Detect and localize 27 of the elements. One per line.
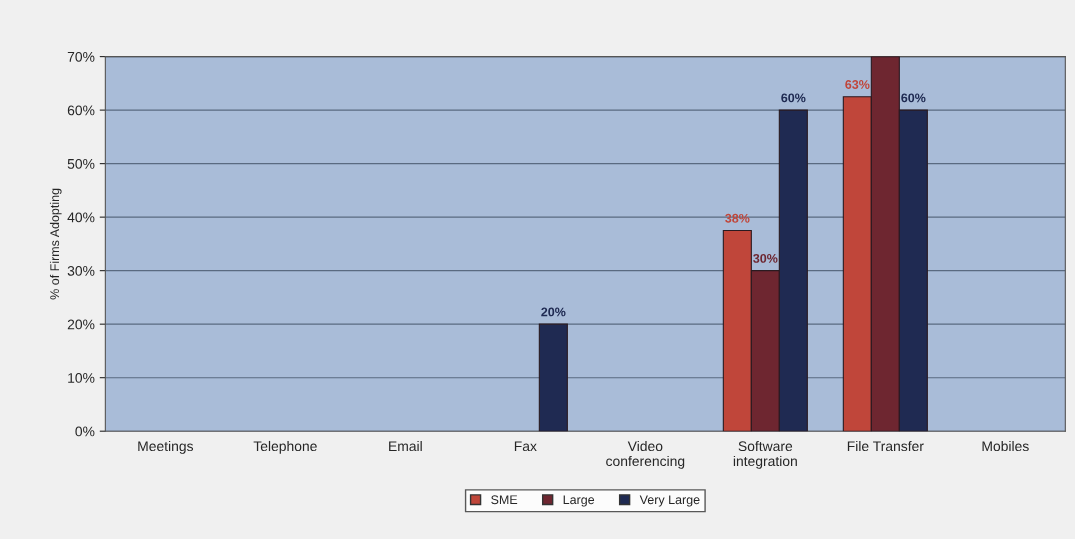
data-label: 63% xyxy=(845,80,870,89)
y-tick-label: 10% xyxy=(68,373,95,383)
data-label: 30% xyxy=(753,253,778,263)
x-tick-label: Fax xyxy=(514,441,537,452)
y-tick-label: 60% xyxy=(67,105,95,116)
data-label: 60% xyxy=(781,93,806,103)
bar xyxy=(538,323,568,432)
y-tick-label: 0% xyxy=(75,426,95,437)
y-tick-label: 40% xyxy=(67,212,95,223)
legend-label: Large xyxy=(563,495,595,507)
y-tick-label: 50% xyxy=(67,158,95,169)
x-tick-label: Meetings xyxy=(138,440,194,454)
x-tick-label: Video conferencing xyxy=(606,440,685,469)
y-tick-label: 70% xyxy=(67,51,95,62)
data-label: 20% xyxy=(541,307,566,317)
y-axis-title: % of Firms Adopting xyxy=(49,188,62,300)
legend-label: Very Large xyxy=(639,495,700,507)
x-tick-label: Telephone xyxy=(253,440,317,454)
x-tick-label: File Transfer xyxy=(847,440,924,452)
x-tick-label: Software integration xyxy=(733,440,797,469)
data-label: 38% xyxy=(725,213,750,223)
y-tick-label: 30% xyxy=(67,265,95,276)
x-tick-label: Mobiles xyxy=(982,440,1029,452)
y-tick-label: 20% xyxy=(67,319,95,330)
legend-label: SME xyxy=(491,495,518,505)
data-label: 60% xyxy=(901,93,926,103)
x-tick-label: Email xyxy=(389,440,422,452)
